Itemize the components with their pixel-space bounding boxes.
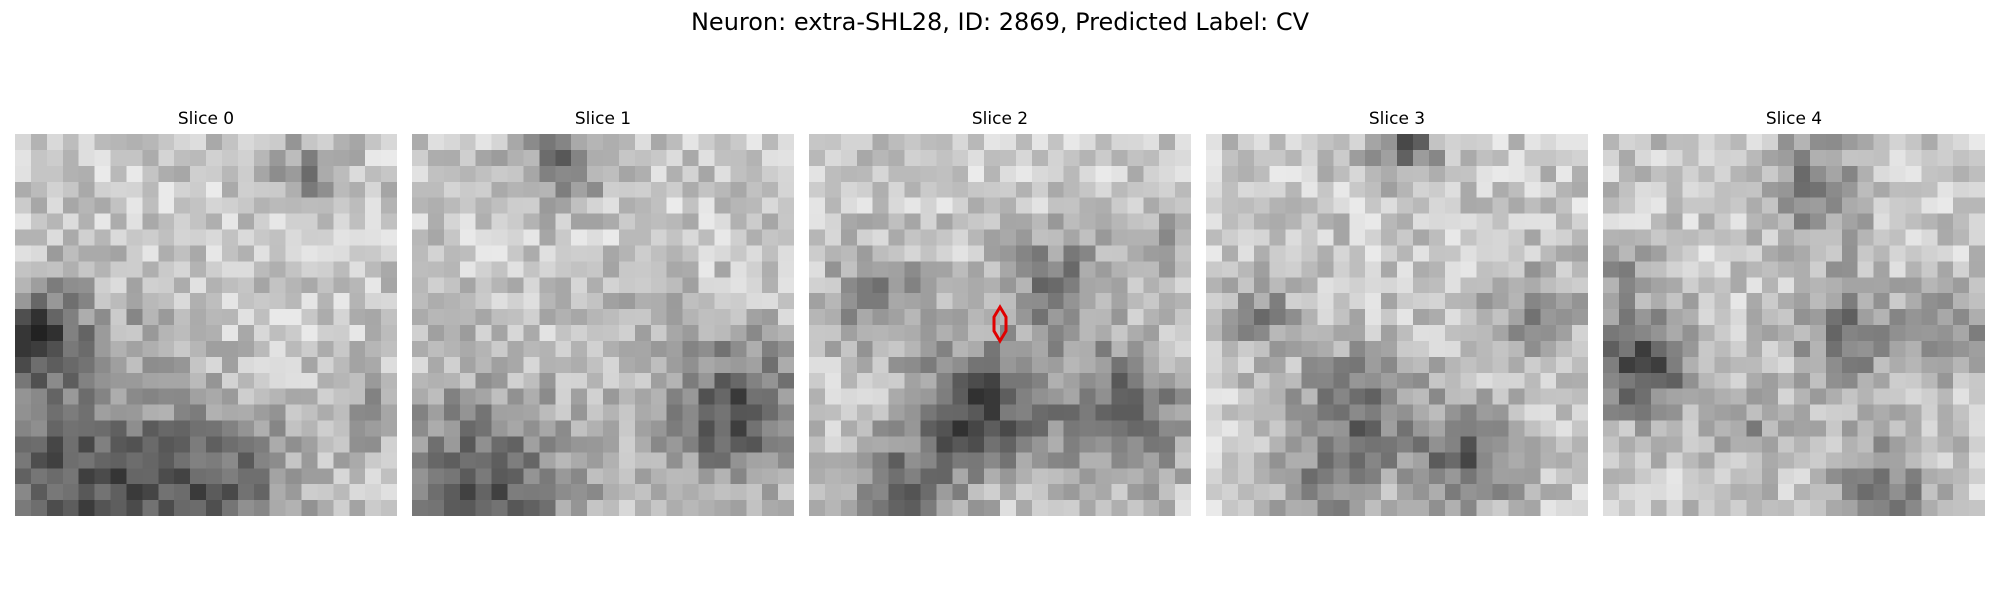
slice-title: Slice 0	[177, 109, 235, 129]
slice-panel-2: Slice 2	[809, 108, 1191, 516]
figure-title: Neuron: extra-SHL28, ID: 2869, Predicted…	[690, 8, 1310, 36]
slice-title: Slice 2	[971, 109, 1029, 129]
marker-outline	[992, 304, 1008, 344]
slice-panel-0: Slice 0	[15, 108, 397, 516]
neuron-marker	[992, 304, 1008, 344]
slice-image	[15, 134, 397, 516]
slice-image	[809, 134, 1191, 516]
slice-panel-3: Slice 3	[1206, 108, 1588, 516]
slice-panel-4: Slice 4	[1603, 108, 1985, 516]
slice-panel-1: Slice 1	[412, 108, 794, 516]
slice-title: Slice 3	[1368, 109, 1426, 129]
slice-image	[1603, 134, 1985, 516]
slice-title: Slice 1	[574, 109, 632, 129]
slice-title: Slice 4	[1765, 109, 1823, 129]
slice-image	[412, 134, 794, 516]
slice-image	[1206, 134, 1588, 516]
